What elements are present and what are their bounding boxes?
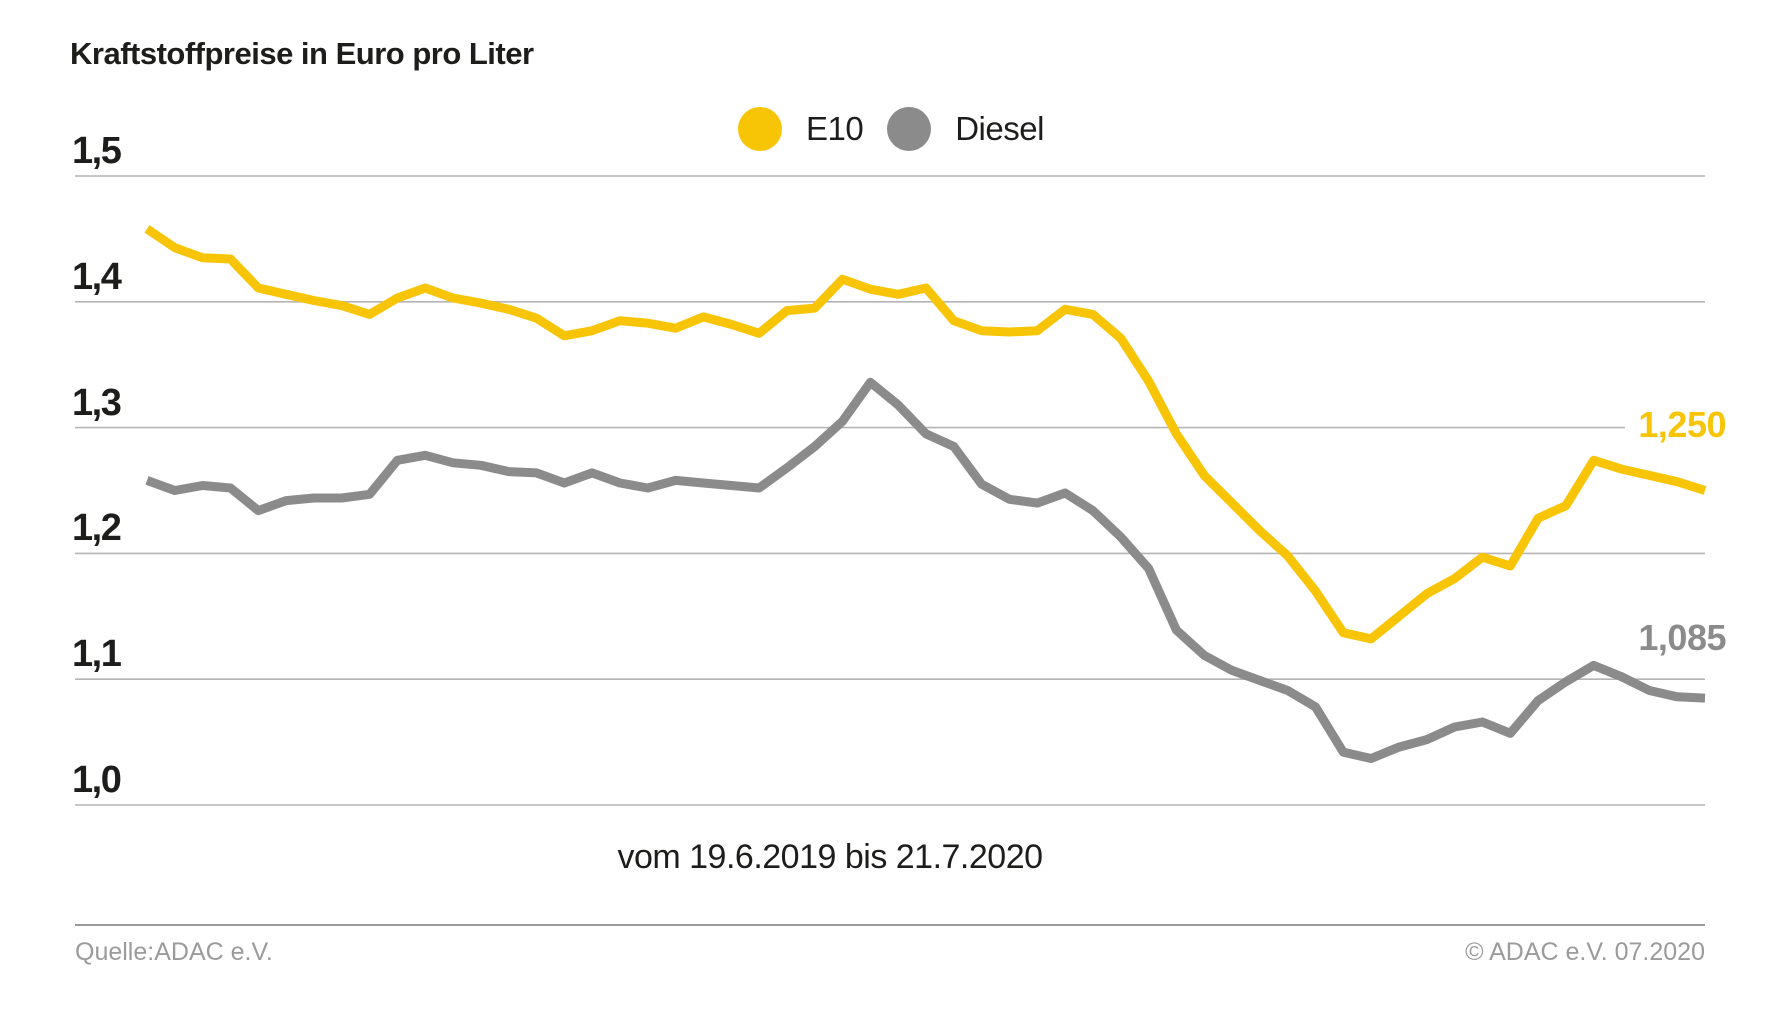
y-axis-label: 1,4 [72, 255, 122, 298]
legend: E10 Diesel [738, 106, 1044, 152]
legend-dot-diesel-icon [887, 107, 932, 151]
legend-label-diesel: Diesel [955, 110, 1044, 147]
e10-line [144, 225, 1707, 644]
date-range-label: vom 19.6.2019 bis 21.7.2020 [617, 838, 1043, 876]
e10-end-value-label: 1,250 [1638, 404, 1726, 445]
y-axis-label: 1,3 [72, 381, 122, 424]
copyright-label: © ADAC e.V. 07.2020 [1465, 938, 1705, 966]
legend-item-e10: E10 [738, 107, 864, 151]
chart-title: Kraftstoffpreise in Euro pro Liter [70, 36, 534, 71]
diesel-line [145, 377, 1706, 763]
y-axis-label: 1,0 [72, 759, 122, 801]
legend-item-diesel: Diesel [887, 107, 1044, 151]
legend-label-e10: E10 [806, 110, 864, 147]
y-axis-label: 1,5 [72, 130, 122, 172]
y-axis-label: 1,2 [72, 507, 122, 550]
diesel-end-value-label: 1,085 [1638, 617, 1726, 658]
footer-divider [75, 924, 1705, 926]
legend-dot-e10-icon [738, 107, 782, 151]
source-label: Quelle:ADAC e.V. [75, 938, 273, 966]
y-axis-label: 1,1 [72, 633, 122, 676]
